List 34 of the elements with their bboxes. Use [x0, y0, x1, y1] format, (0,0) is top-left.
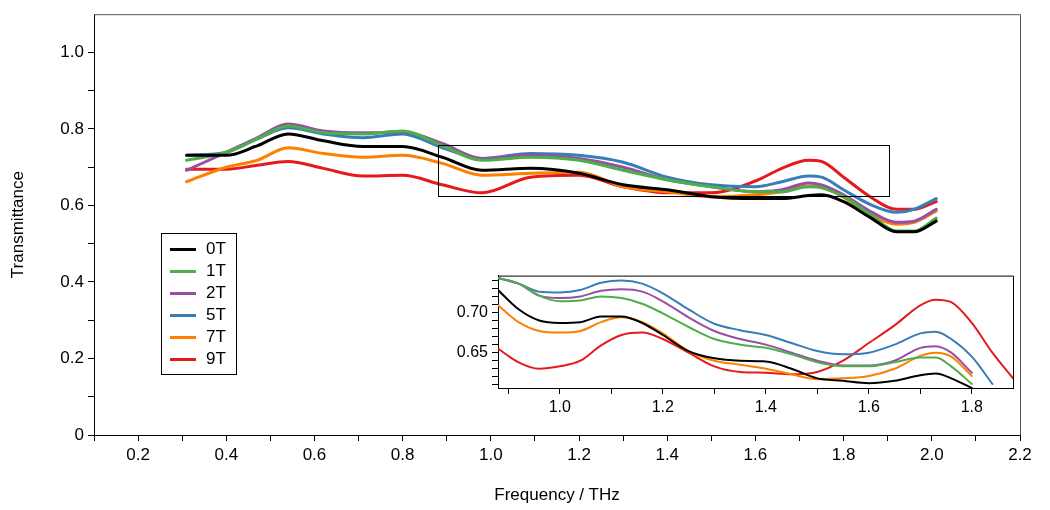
y-tick-label: 0.65: [456, 343, 489, 361]
x-tick-label: 1.4: [655, 444, 680, 464]
x-tick-label: 0.8: [390, 444, 415, 464]
legend-label: 5T: [206, 305, 226, 325]
x-tick-label: 1.2: [567, 444, 591, 464]
x-tick-label: 1.8: [960, 398, 984, 416]
legend-label: 0T: [206, 239, 226, 259]
x-tick-label: 1.0: [479, 444, 503, 464]
x-tick-label: 1.2: [651, 398, 675, 416]
x-tick-label: 0.4: [214, 444, 239, 464]
y-tick-label: 0: [74, 424, 84, 444]
x-tick-label: 1.6: [743, 444, 768, 464]
y-tick-label: 0.4: [60, 271, 84, 291]
y-tick-label: 0.2: [60, 348, 84, 368]
x-tick-label: 1.6: [857, 398, 881, 416]
x-tick-label: 2.0: [919, 444, 944, 464]
x-tick-label: 0.2: [126, 444, 150, 464]
x-tick-label: 1.4: [754, 398, 778, 416]
x-tick-label: 1.0: [548, 398, 572, 416]
line-series: [498, 298, 1013, 380]
y-tick-label: 0.70: [456, 302, 489, 320]
x-tick-label: 0.6: [302, 444, 327, 464]
line-series: [498, 304, 973, 381]
y-tick-label: 0.8: [60, 118, 84, 138]
legend-label: 1T: [206, 261, 226, 281]
y-tick-label: 0.6: [60, 195, 84, 215]
x-axis-title: Frequency / THz: [494, 485, 620, 505]
legend-label: 9T: [206, 349, 226, 369]
legend-label: 7T: [206, 327, 226, 347]
y-tick-label: 1.0: [60, 42, 84, 62]
x-tick-label: 2.2: [1008, 444, 1032, 464]
x-tick-label: 1.8: [831, 444, 856, 464]
y-axis-title: Transmittance: [7, 171, 27, 279]
legend-label: 2T: [206, 283, 226, 303]
